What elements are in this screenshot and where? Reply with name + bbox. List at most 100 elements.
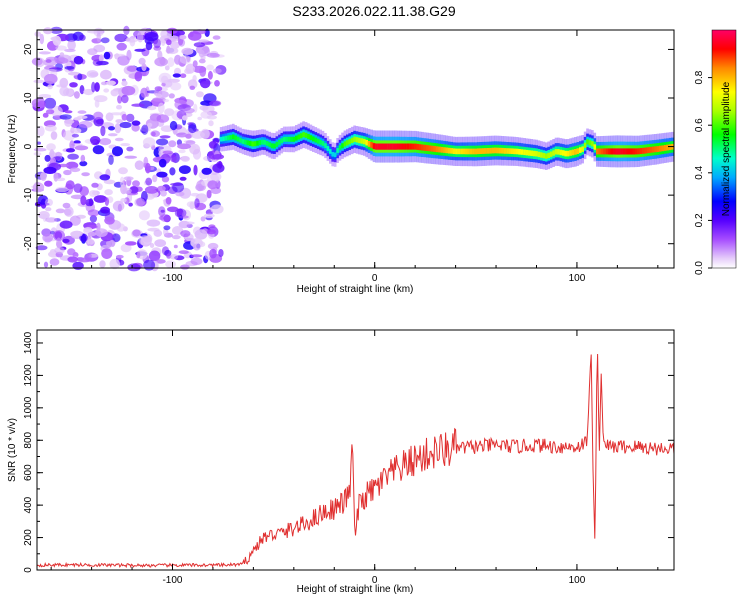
noise-blob <box>65 180 75 190</box>
ridge-cell <box>513 148 516 155</box>
noise-blob <box>46 143 56 151</box>
noise-blob <box>167 57 175 68</box>
y-tick-label: 800 <box>23 431 34 448</box>
noise-blob <box>69 82 78 88</box>
snr-frame <box>36 329 675 571</box>
noise-blob <box>104 197 109 206</box>
noise-blob <box>96 60 109 66</box>
noise-blob <box>187 31 202 41</box>
ridge-cell <box>564 150 567 157</box>
colorbar-tick-label: 0.2 <box>694 213 705 227</box>
ridge-cell <box>227 135 230 141</box>
ridge-cell <box>637 148 640 155</box>
ridge-cell <box>263 139 267 145</box>
y-tick-label: 200 <box>23 529 34 546</box>
y-tick-label: 10 <box>23 92 34 104</box>
ridge-cell <box>411 143 415 150</box>
noise-blob <box>39 33 45 45</box>
y-tick-label: 1200 <box>23 364 34 387</box>
ridge-cell <box>642 147 645 154</box>
ridge-cell <box>302 132 305 138</box>
noise-blob <box>101 248 113 259</box>
noise-blob <box>43 166 57 174</box>
ridge-cell <box>321 141 325 146</box>
noise-blob <box>44 73 58 84</box>
noise-blob <box>199 66 207 77</box>
noise-blob <box>159 135 171 139</box>
noise-blob <box>138 235 152 246</box>
ridge-cell <box>481 148 485 154</box>
ridge-cell <box>661 145 665 152</box>
noise-blob <box>72 261 84 270</box>
noise-blob <box>210 204 224 214</box>
noise-blob <box>69 167 81 173</box>
noise-blob <box>163 225 171 231</box>
figure-title: S233.2026.022.11.38.G29 <box>292 3 455 19</box>
noise-blob <box>166 78 180 83</box>
noise-blob <box>73 183 83 193</box>
noise-blob <box>168 35 179 42</box>
noise-blob <box>54 246 65 254</box>
noise-blob <box>42 233 54 243</box>
ridge-cell <box>326 146 330 151</box>
noise-blob <box>206 115 217 120</box>
ridge-cell <box>256 140 259 146</box>
noise-blob <box>126 49 132 61</box>
ridge-cell <box>467 148 470 155</box>
ridge-cell <box>498 147 502 154</box>
ridge-cell <box>253 141 257 147</box>
ridge-cell <box>515 148 519 155</box>
noise-blob <box>132 180 140 187</box>
noise-blob <box>66 61 72 67</box>
noise-blob <box>126 113 135 123</box>
noise-blob <box>154 57 168 67</box>
noise-blob <box>87 231 97 237</box>
ridge-cell <box>646 147 650 154</box>
ridge-cell <box>384 143 388 150</box>
ridge-cell <box>304 132 308 138</box>
y-tick-label: -10 <box>23 187 34 202</box>
ridge-cell <box>248 140 252 146</box>
ridge-cell <box>370 142 373 148</box>
ridge-cell <box>581 146 584 152</box>
noise-blob <box>94 99 100 108</box>
noise-blob <box>86 70 99 78</box>
noise-blob <box>87 29 101 34</box>
ridge-cell <box>387 143 390 150</box>
noise-blob <box>43 261 49 268</box>
noise-blob <box>136 31 144 43</box>
ridge-cell <box>593 144 597 150</box>
noise-blob <box>38 94 52 98</box>
noise-blob <box>50 105 63 117</box>
noise-blob <box>99 260 106 268</box>
noise-blob <box>79 160 88 167</box>
ridge-cell <box>397 143 400 150</box>
noise-blob <box>134 71 143 82</box>
noise-blob <box>117 55 130 66</box>
ridge-cell <box>401 143 405 150</box>
colorbar-tick-label: 0.6 <box>694 118 705 132</box>
noise-blob <box>181 221 195 225</box>
noise-blob <box>63 169 72 176</box>
colorbar-tick-label: 0.8 <box>694 70 705 84</box>
ridge-cell <box>435 146 439 153</box>
noise-blob <box>38 51 51 55</box>
noise-blob <box>85 198 94 207</box>
noise-blob <box>193 164 198 176</box>
ridge-cell <box>489 147 492 154</box>
noise-blob <box>96 118 104 125</box>
ridge-cell <box>559 149 563 156</box>
noise-blob <box>119 121 132 129</box>
noise-blob <box>208 141 217 149</box>
ridge-cell <box>605 148 609 155</box>
noise-blob <box>198 39 209 43</box>
ridge-cell <box>656 146 660 152</box>
noise-blob <box>180 155 190 162</box>
ridge-cell <box>336 148 339 153</box>
noise-blob <box>165 260 177 269</box>
ridge-cell <box>622 148 626 155</box>
ridge-cell <box>251 141 254 147</box>
noise-blob <box>162 99 170 103</box>
ridge-cell <box>414 143 417 150</box>
